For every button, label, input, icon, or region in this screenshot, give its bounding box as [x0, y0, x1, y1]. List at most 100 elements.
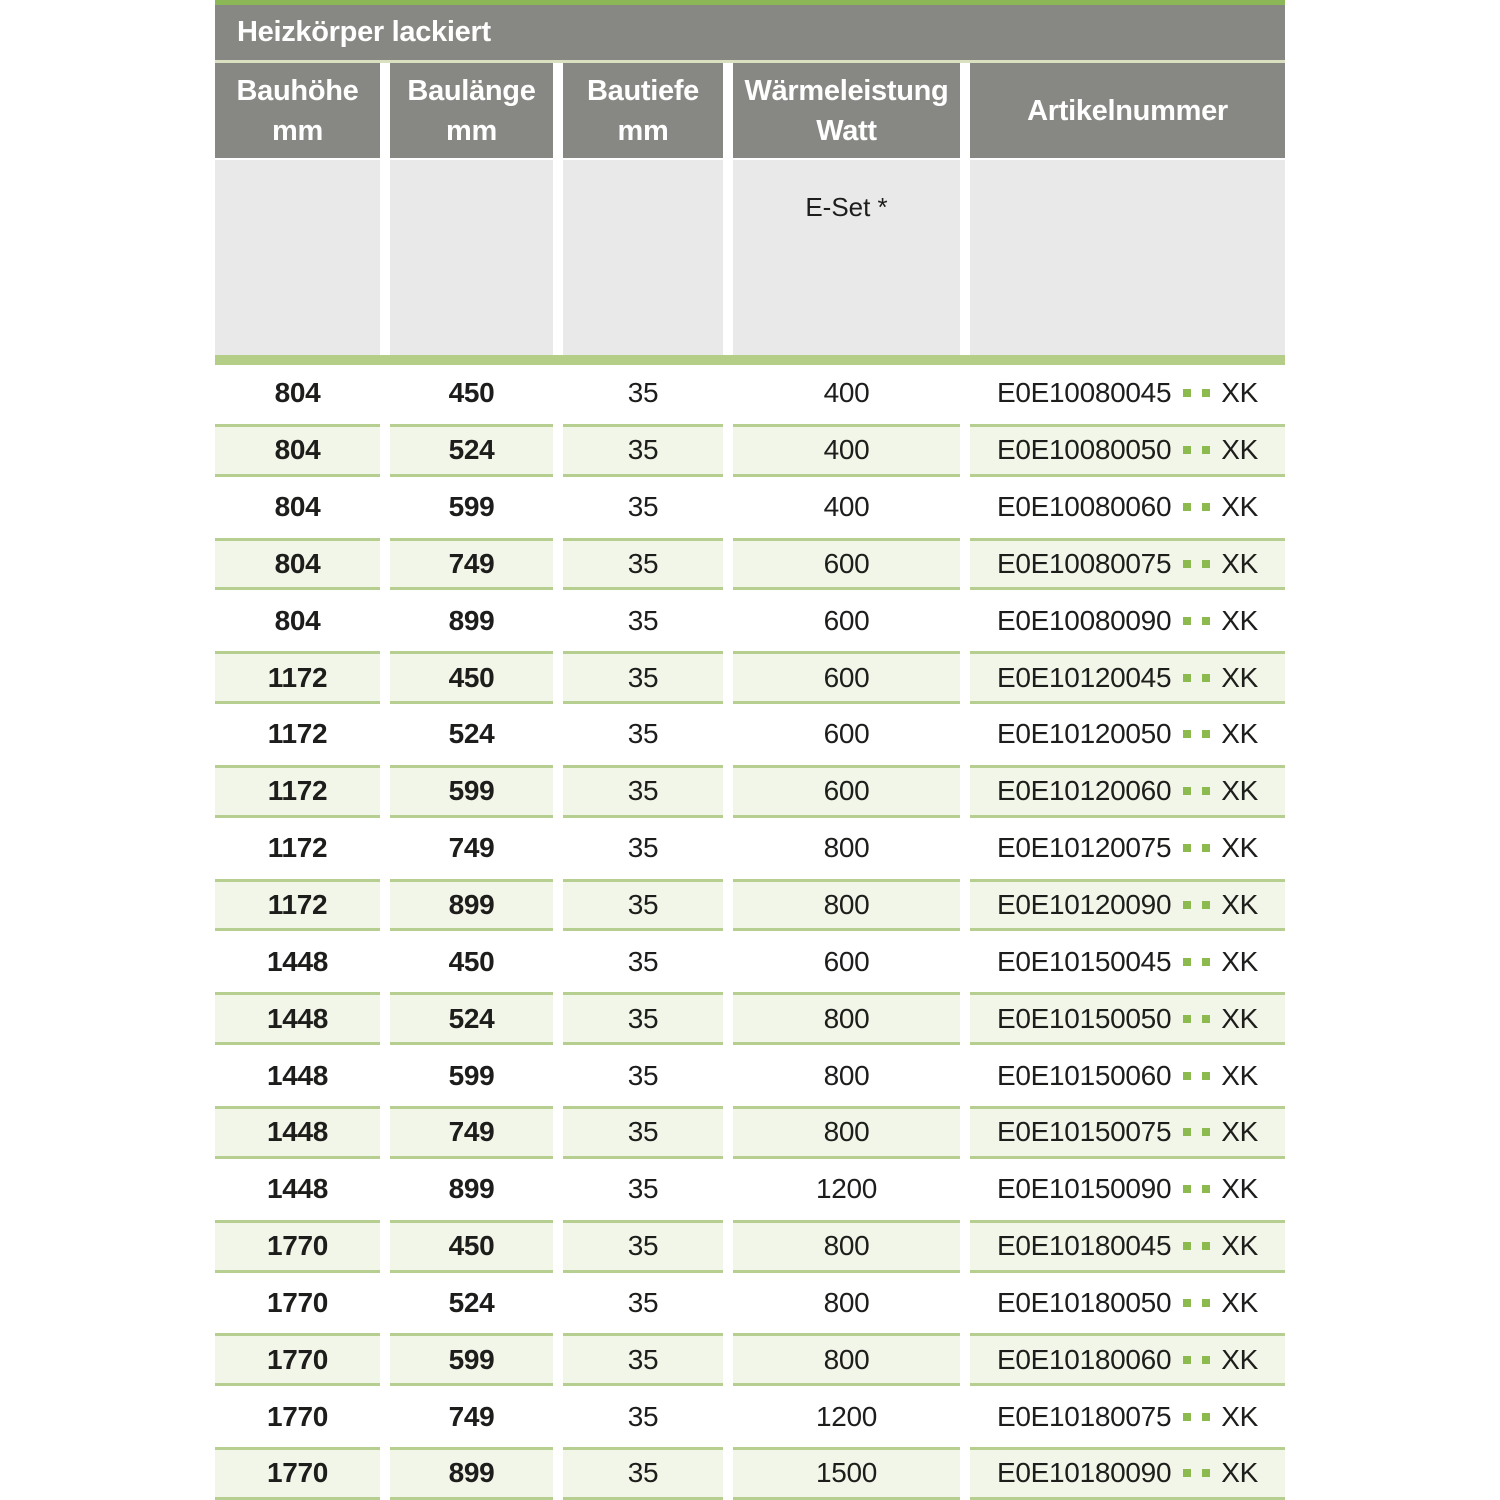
cell-watt: 600	[733, 537, 960, 591]
artikel-suffix: XK	[1221, 1059, 1258, 1091]
cell-baulaenge: 450	[390, 1219, 553, 1273]
cell-bautiefe: 35	[563, 423, 723, 477]
column-label: Baulänge	[407, 74, 536, 107]
artikel-code: E0E10080050	[997, 434, 1172, 466]
placeholder-dot-icon	[1183, 1469, 1192, 1478]
artikel-suffix: XK	[1221, 775, 1258, 807]
table-row: 1770 749 35 1200 E0E10180075 XK	[215, 1388, 1285, 1446]
table-row: 1172 599 35 600 E0E10120060 XK	[215, 762, 1285, 820]
cell-bautiefe: 35	[627, 1400, 659, 1432]
artikel-suffix: XK	[1221, 1343, 1258, 1375]
table-row: 1448 899 35 1200 E0E10150090 XK	[215, 1160, 1285, 1218]
artikel-suffix: XK	[1221, 1457, 1258, 1489]
cell-bautiefe: 35	[563, 537, 723, 591]
cell-bauhoehe: 804	[274, 491, 321, 523]
table-row: 1448 450 35 600 E0E10150045 XK	[215, 933, 1285, 991]
column-header-waermeleistung: Wärmeleistung Watt	[733, 63, 960, 158]
placeholder-dot-icon	[1183, 1071, 1192, 1080]
cell-artikelnummer: E0E10150090 XK	[970, 1161, 1285, 1218]
cell-watt: 400	[733, 423, 960, 477]
cell-bautiefe: 35	[627, 604, 659, 636]
cell-artikelnummer: E0E10120075 XK	[970, 820, 1285, 877]
cell-bautiefe: 35	[627, 945, 659, 977]
artikel-code: E0E10180060	[997, 1343, 1172, 1375]
cell-watt: 600	[823, 604, 870, 636]
cell-baulaenge: 749	[448, 1400, 495, 1432]
cell-bauhoehe: 1172	[267, 718, 328, 750]
table-row: 1172 450 35 600 E0E10120045 XK	[215, 649, 1285, 707]
table-row: 1172 749 35 800 E0E10120075 XK	[215, 819, 1285, 877]
placeholder-dot-icon	[1183, 957, 1192, 966]
artikel-suffix: XK	[1221, 832, 1258, 864]
table-row: 1448 749 35 800 E0E10150075 XK	[215, 1103, 1285, 1161]
cell-baulaenge: 450	[390, 651, 553, 705]
cell-bauhoehe: 804	[274, 604, 321, 636]
placeholder-dot-icon	[1202, 673, 1211, 682]
cell-artikelnummer: E0E10120050 XK	[970, 706, 1285, 763]
artikel-code: E0E10080060	[997, 491, 1172, 523]
cell-watt: 800	[733, 1219, 960, 1273]
cell-artikelnummer: E0E10080045 XK	[970, 365, 1285, 422]
cell-bauhoehe: 1448	[215, 992, 380, 1046]
cell-baulaenge: 599	[390, 1333, 553, 1387]
cell-artikelnummer: E0E10180045 XK	[970, 1219, 1285, 1273]
artikel-suffix: XK	[1221, 889, 1258, 921]
artikel-code: E0E10150045	[997, 945, 1172, 977]
artikel-code: E0E10180050	[997, 1286, 1172, 1318]
column-header-row: Bauhöhe mm Baulänge mm Bautiefe mm Wärme…	[215, 63, 1285, 158]
cell-bautiefe: 35	[563, 764, 723, 818]
cell-bauhoehe: 1172	[215, 651, 380, 705]
placeholder-dot-icon	[1202, 446, 1211, 455]
cell-watt: 800	[733, 878, 960, 932]
column-header-artikelnummer: Artikelnummer	[970, 63, 1285, 158]
cell-watt: 600	[733, 651, 960, 705]
cell-bautiefe: 35	[627, 718, 659, 750]
column-header-bauhoehe: Bauhöhe mm	[215, 63, 380, 158]
column-unit: mm	[272, 114, 323, 147]
cell-baulaenge: 599	[448, 1059, 495, 1091]
placeholder-dot-icon	[1202, 1185, 1211, 1194]
cell-artikelnummer: E0E10120045 XK	[970, 651, 1285, 705]
placeholder-dot-icon	[1202, 1298, 1211, 1307]
table-row: 1770 450 35 800 E0E10180045 XK	[215, 1217, 1285, 1275]
artikel-code: E0E10150090	[997, 1173, 1172, 1205]
subheader-cell-bautiefe	[563, 160, 723, 355]
cell-bauhoehe: 804	[215, 423, 380, 477]
cell-watt: 800	[823, 1059, 870, 1091]
cell-bautiefe: 35	[563, 1447, 723, 1500]
table-body: 804 450 35 400 E0E10080045 XK 804 524 35…	[215, 365, 1285, 1500]
placeholder-dot-icon	[1183, 503, 1192, 512]
placeholder-dot-icon	[1183, 673, 1192, 682]
placeholder-dot-icon	[1202, 1242, 1211, 1251]
cell-baulaenge: 524	[390, 423, 553, 477]
cell-baulaenge: 899	[448, 604, 495, 636]
artikel-code: E0E10150050	[997, 1002, 1172, 1034]
table-row: 804 599 35 400 E0E10080060 XK	[215, 478, 1285, 536]
placeholder-dot-icon	[1202, 1469, 1211, 1478]
table-top-accent-line	[215, 0, 1285, 5]
placeholder-dot-icon	[1183, 1412, 1192, 1421]
cell-bauhoehe: 1172	[215, 764, 380, 818]
artikel-suffix: XK	[1221, 547, 1258, 579]
cell-watt: 400	[823, 491, 870, 523]
subheader-cell-eset: E-Set *	[733, 160, 960, 355]
cell-bautiefe: 35	[563, 992, 723, 1046]
cell-bauhoehe: 1448	[266, 1059, 329, 1091]
cell-bauhoehe: 1172	[267, 832, 328, 864]
placeholder-dot-icon	[1202, 901, 1211, 910]
subheader-cell-bauhoehe	[215, 160, 380, 355]
placeholder-dot-icon	[1202, 1014, 1211, 1023]
placeholder-dot-icon	[1202, 730, 1211, 739]
cell-artikelnummer: E0E10120060 XK	[970, 764, 1285, 818]
placeholder-dot-icon	[1183, 1298, 1192, 1307]
cell-artikelnummer: E0E10150060 XK	[970, 1047, 1285, 1104]
cell-watt: 800	[823, 1286, 870, 1318]
column-label: Artikelnummer	[1027, 94, 1228, 127]
artikel-code: E0E10120045	[997, 661, 1172, 693]
title-divider-line	[215, 60, 1285, 63]
placeholder-dot-icon	[1202, 1412, 1211, 1421]
cell-artikelnummer: E0E10080050 XK	[970, 423, 1285, 477]
cell-baulaenge: 899	[390, 878, 553, 932]
artikel-suffix: XK	[1221, 718, 1258, 750]
